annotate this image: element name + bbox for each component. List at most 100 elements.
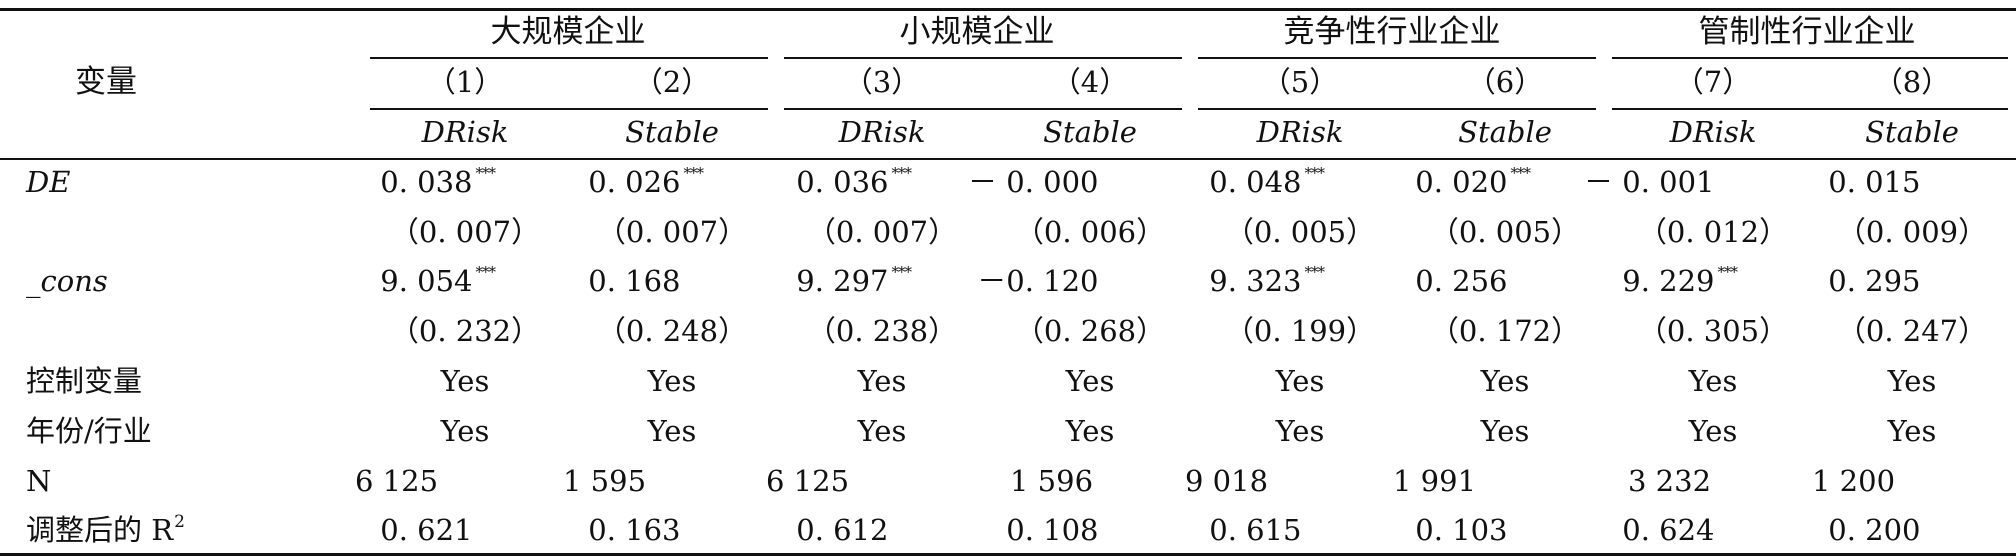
cell-value: （0. 006） [1014, 215, 1166, 249]
table-cell: Yes [1689, 413, 1738, 449]
cell-value: Yes [647, 414, 697, 448]
top-rule [0, 8, 2016, 11]
cell-value: （0. 172） [1429, 314, 1581, 348]
cell-value: 0. 048 [1209, 165, 1302, 199]
table-cell: Yes [441, 363, 490, 399]
colnum-underline-2 [784, 108, 1182, 110]
cell-value: 6 125 [355, 464, 439, 498]
table-cell: （0. 268） [1015, 313, 1165, 349]
column-number-5: （5） [1261, 65, 1339, 99]
cell-value: 0. 163 [588, 513, 681, 547]
table-cell: 1 595 [563, 463, 646, 499]
table-cell: 0. 163*** [588, 512, 703, 553]
cell-value: 0. 615 [1209, 513, 1302, 547]
row-label-7: N [26, 463, 51, 499]
cell-value: 0. 200 [1828, 513, 1921, 547]
cell-value: （0. 007） [596, 215, 748, 249]
colnum-underline-1 [370, 108, 768, 110]
row-label-5: 控制变量 [26, 363, 142, 399]
significance-stars: *** [891, 263, 912, 281]
row-label-text: N [26, 464, 52, 498]
variable-header: 变量 [75, 64, 137, 100]
table-cell: （0. 007） [807, 214, 957, 250]
colnum-underline-3 [1198, 108, 1596, 110]
colnum-underline-4 [1612, 108, 2008, 110]
table-cell: （0. 305） [1638, 313, 1788, 349]
cell-value: 9. 297 [796, 264, 889, 298]
cell-value: 0. 108 [1006, 513, 1099, 547]
cell-value: （0. 248） [596, 314, 748, 348]
table-cell: Yes [1276, 413, 1325, 449]
column-number-3: （3） [843, 65, 921, 99]
group-underline-1 [370, 57, 768, 59]
table-cell: （0. 005） [1225, 214, 1375, 250]
cell-value: （0. 007） [389, 215, 541, 249]
cell-value: 0. 621 [380, 513, 473, 547]
table-cell: （0. 012） [1638, 214, 1788, 250]
cell-value: 6 125 [766, 464, 850, 498]
group-header-competitive-industry: 竞争性行业企业 [1283, 14, 1501, 50]
table-cell: 1 991 [1393, 463, 1476, 499]
table-cell: 0. 624*** [1622, 512, 1737, 553]
table-cell: Yes [1066, 363, 1115, 399]
column-variable-6: Stable [1458, 115, 1552, 149]
cell-value: Yes [1275, 414, 1325, 448]
group-header-large-firms: 大规模企业 [490, 14, 646, 50]
column-variable-5: DRisk [1256, 115, 1344, 149]
table-cell: Yes [1689, 363, 1738, 399]
table-cell: （0. 009） [1837, 214, 1987, 250]
cell-value: （0. 247） [1836, 314, 1988, 348]
cell-value: 0. 612 [796, 513, 889, 547]
column-variable-1: DRisk [421, 115, 509, 149]
cell-value: －0. 120 [977, 264, 1099, 298]
table-cell: －0. 120*** [977, 263, 1121, 304]
table-cell: 0. 020 *** [1415, 164, 1531, 205]
table-cell: （0. 007） [597, 214, 747, 250]
column-variable-3: DRisk [838, 115, 926, 149]
row-label-text: _cons [26, 264, 108, 298]
column-variable-8: Stable [1865, 115, 1959, 149]
row-label-text: DE [26, 165, 71, 199]
cell-value: 0. 026 [588, 165, 681, 199]
table-cell: （0. 005） [1430, 214, 1580, 250]
table-cell: 1 596 [1010, 463, 1093, 499]
cell-value: 0. 020 [1415, 165, 1508, 199]
cell-value: 3 232 [1628, 464, 1712, 498]
significance-stars: *** [1304, 164, 1325, 182]
column-variable-4: Stable [1043, 115, 1137, 149]
cell-value: （0. 305） [1637, 314, 1789, 348]
table-cell: Yes [441, 413, 490, 449]
table-cell: 0. 026 *** [588, 164, 704, 205]
table-cell: － 0. 001*** [1584, 164, 1737, 205]
table-cell: Yes [858, 363, 907, 399]
table-cell: （0. 199） [1225, 313, 1375, 349]
table-cell: 1 200 [1812, 463, 1895, 499]
cell-value: （0. 007） [806, 215, 958, 249]
significance-stars: *** [891, 164, 912, 182]
table-cell: （0. 006） [1015, 214, 1165, 250]
cell-value: Yes [1688, 414, 1738, 448]
cell-value: Yes [1065, 414, 1115, 448]
cell-value: Yes [857, 364, 907, 398]
cell-value: Yes [1275, 364, 1325, 398]
group-header-small-firms: 小规模企业 [899, 14, 1055, 50]
cell-value: Yes [1688, 364, 1738, 398]
table-cell: 0. 108*** [1006, 512, 1121, 553]
cell-value: （0. 009） [1836, 215, 1988, 249]
group-header-regulated-industry: 管制性行业企业 [1698, 14, 1916, 50]
cell-value: （0. 268） [1014, 314, 1166, 348]
table-cell: 6 125 [355, 463, 438, 499]
table-cell: 0. 615*** [1209, 512, 1324, 553]
cell-value: Yes [857, 414, 907, 448]
table-cell: 9 018 [1185, 463, 1268, 499]
cell-value: 1 200 [1812, 464, 1896, 498]
cell-value: （0. 005） [1429, 215, 1581, 249]
cell-value: Yes [440, 364, 490, 398]
table-cell: 3 232 [1628, 463, 1711, 499]
table-cell: Yes [858, 413, 907, 449]
table-cell: 0. 612*** [796, 512, 911, 553]
cell-value: 9. 229 [1622, 264, 1715, 298]
cell-value: 0. 624 [1622, 513, 1715, 547]
header-bottom-rule [0, 158, 2016, 160]
